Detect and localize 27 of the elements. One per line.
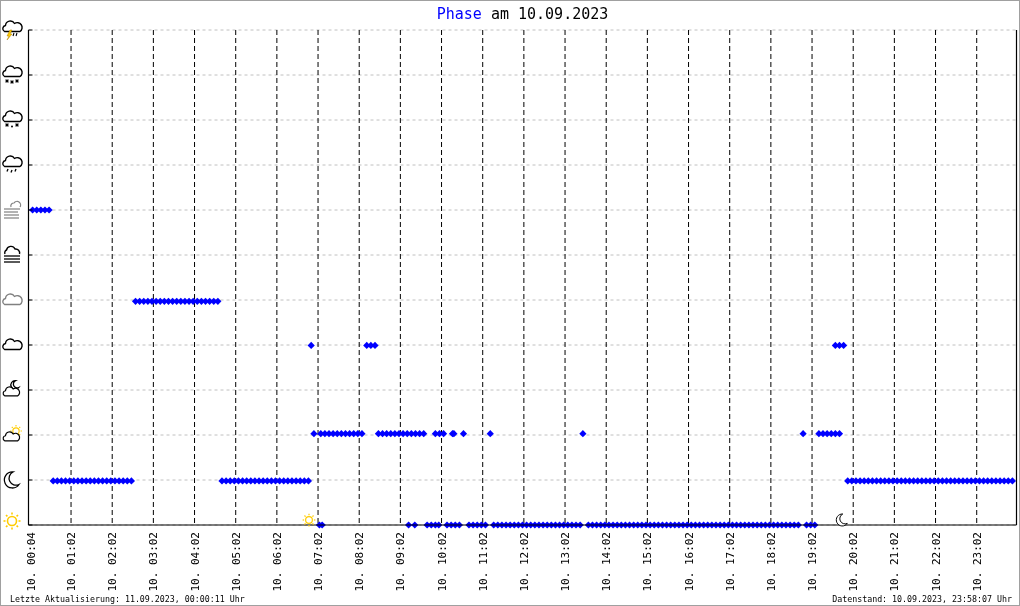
x-tick-label: 10. 05:02 [229,532,243,592]
x-tick-label: 10. 19:02 [805,532,819,592]
x-tick-label: 10. 04:02 [188,532,202,592]
x-tick-label: 10. 10:02 [435,532,449,592]
x-tick-label: 10. 23:02 [970,532,984,592]
x-tick-label: 10. 11:02 [476,532,490,592]
x-tick-label: 10. 02:02 [105,532,119,592]
x-tick-label: 10. 15:02 [640,532,654,592]
text: Letzte Aktualisierung: 11.09.2023, 00:00:11 Uhr [10,594,245,604]
x-tick-label: 10. 21:02 [887,532,901,592]
x-tick-label: 10. 03:02 [146,532,160,592]
x-tick-label: 10. 18:02 [764,532,778,592]
x-tick-label: 10. 09:02 [393,532,407,592]
x-tick-label: 10. 20:02 [846,532,860,592]
x-tick-label: 10. 13:02 [558,532,572,592]
x-tick-label: 10. 06:02 [270,532,284,592]
x-tick-label: 10. 16:02 [682,532,696,592]
x-tick-label: 10. 17:02 [723,532,737,592]
x-tick-label: 10. 12:02 [517,532,531,592]
chart-title: Phase am 10.09.2023 [436,5,609,23]
x-tick-label: 10. 01:02 [64,532,78,592]
text: Datenstand: 10.09.2023, 23:58:07 Uhr [832,594,1012,604]
x-tick-label: 10. 22:02 [929,532,943,592]
x-tick-label: 10. 14:02 [599,532,613,592]
x-tick-label: 10. 07:02 [311,532,325,592]
x-tick-label: 10. 08:02 [352,532,366,592]
x-tick-label: 10. 00:04 [24,531,38,592]
